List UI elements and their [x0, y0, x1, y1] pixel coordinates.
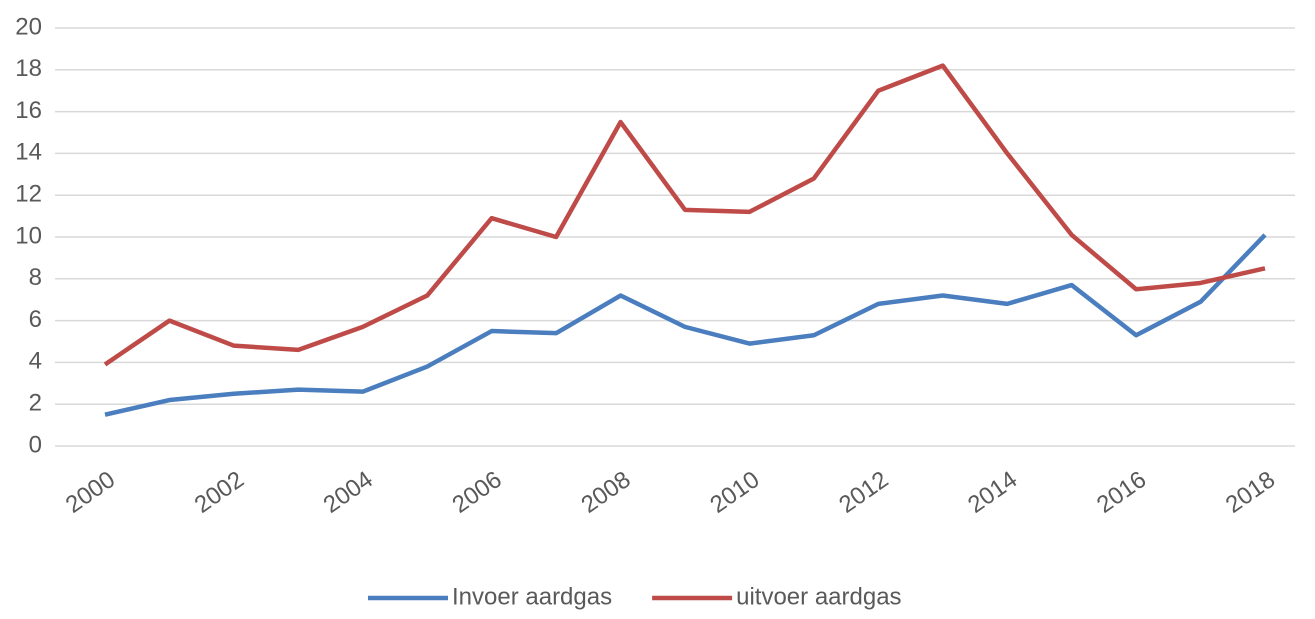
- x-tick-label: 2006: [448, 466, 507, 519]
- y-tick-label: 0: [29, 431, 42, 458]
- y-tick-label: 12: [15, 181, 42, 208]
- x-tick-label: 2014: [963, 466, 1022, 519]
- x-tick-label: 2000: [61, 466, 120, 519]
- y-tick-label: 20: [15, 13, 42, 40]
- x-tick-label: 2018: [1221, 466, 1280, 519]
- y-tick-label: 8: [29, 264, 42, 291]
- x-tick-label: 2008: [576, 466, 635, 519]
- x-tick-label: 2010: [705, 466, 764, 519]
- y-tick-label: 6: [29, 306, 42, 333]
- x-tick-label: 2016: [1092, 466, 1151, 519]
- y-tick-label: 18: [15, 55, 42, 82]
- x-tick-label: 2002: [190, 466, 249, 519]
- y-tick-label: 2: [29, 390, 42, 417]
- series-line: [103, 63, 1266, 367]
- y-tick-label: 10: [15, 222, 42, 249]
- y-tick-label: 4: [29, 348, 42, 375]
- y-tick-label: 16: [15, 97, 42, 124]
- x-tick-label: 2012: [834, 466, 893, 519]
- legend-label: Invoer aardgas: [452, 583, 612, 610]
- legend-label: uitvoer aardgas: [736, 583, 901, 610]
- y-tick-label: 14: [15, 139, 42, 166]
- x-tick-label: 2004: [319, 466, 378, 519]
- series-line: [104, 233, 1267, 417]
